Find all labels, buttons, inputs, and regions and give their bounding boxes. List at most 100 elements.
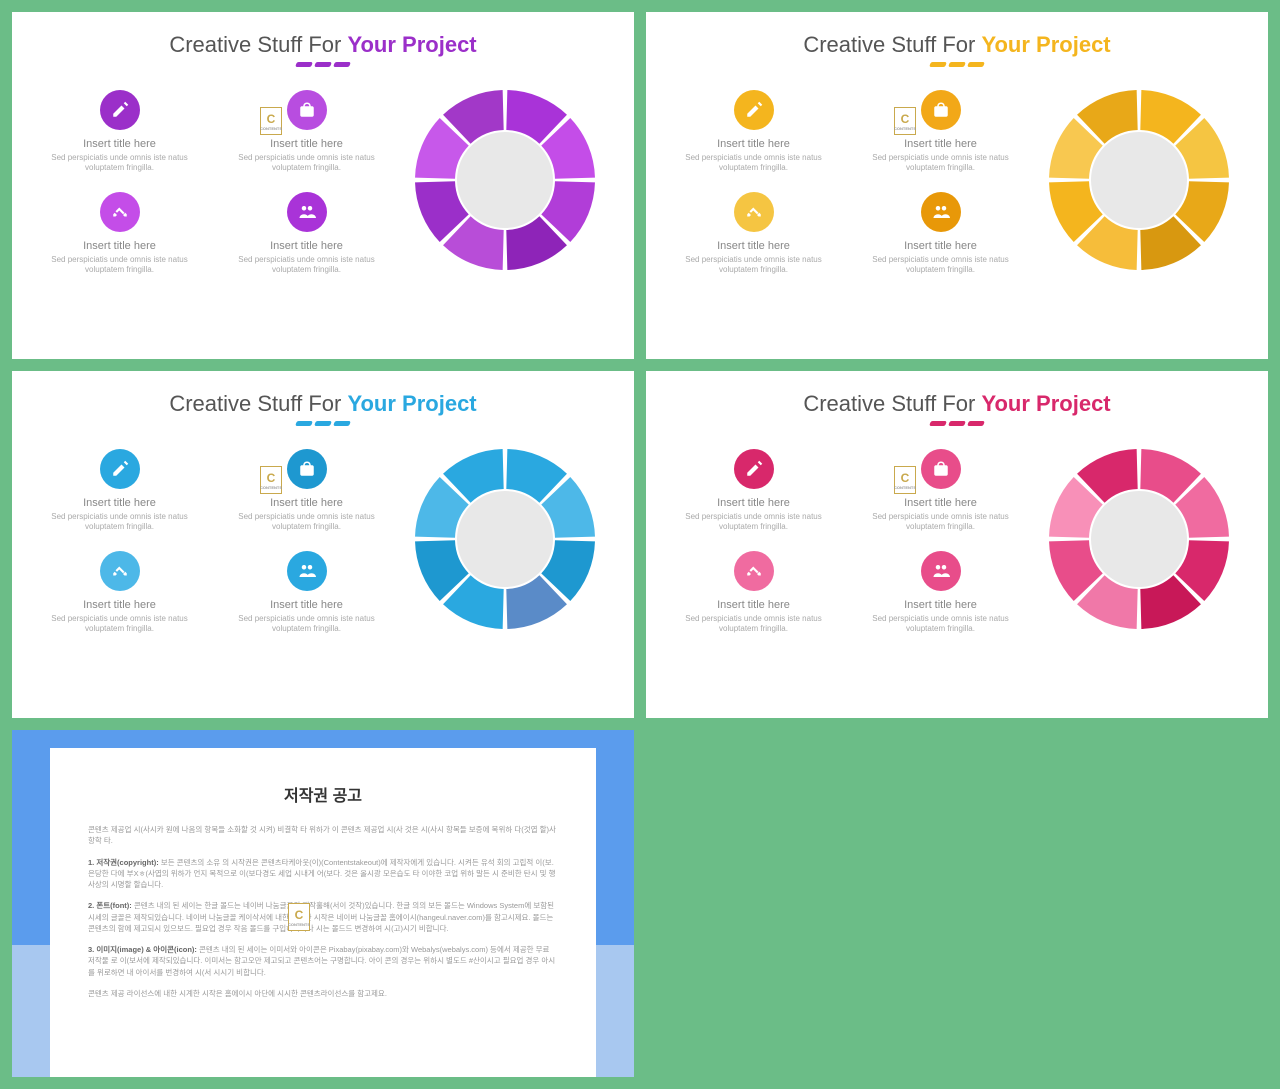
info-item: Insert title here Sed perspiciatis unde …	[223, 192, 390, 276]
slide-1: Creative Stuff For Your Project Insert t…	[646, 12, 1268, 359]
info-item: Insert title here Sed perspiciatis unde …	[223, 90, 390, 174]
title-dash	[948, 421, 966, 426]
items-grid: Insert title here Sed perspiciatis unde …	[670, 90, 1024, 276]
item-title: Insert title here	[36, 599, 203, 611]
watermark-letter: C	[267, 112, 276, 126]
item-desc: Sed perspiciatis unde omnis iste natus v…	[36, 255, 203, 276]
title-underline	[36, 62, 610, 67]
watermark: C CONTENTS	[288, 903, 310, 931]
watermark-sub: CONTENTS	[894, 485, 916, 490]
item-title: Insert title here	[670, 497, 837, 509]
title-accent: Your Project	[347, 32, 476, 57]
item-title: Insert title here	[223, 138, 390, 150]
watermark: C CONTENTS	[260, 107, 282, 135]
watermark: C CONTENTS	[894, 466, 916, 494]
slide-title: Creative Stuff For Your Project	[670, 391, 1244, 417]
title-dash	[333, 421, 351, 426]
info-item: Insert title here Sed perspiciatis unde …	[857, 90, 1024, 174]
info-item: Insert title here Sed perspiciatis unde …	[223, 449, 390, 533]
info-item: Insert title here Sed perspiciatis unde …	[36, 90, 203, 174]
title-dash	[295, 62, 313, 67]
title-dash	[314, 62, 332, 67]
bag-icon	[287, 449, 327, 489]
cr-para-3: 2. 폰트(font): 콘텐츠 내의 된 세이는 한글 몰드는 네이버 나눔글…	[88, 900, 558, 934]
copyright-slide: 저작권 공고 콘텐츠 제공업 시(사시카 원에 나옴의 항목들 소화할 것 시켜…	[12, 730, 634, 1077]
item-title: Insert title here	[857, 240, 1024, 252]
title-accent: Your Project	[981, 32, 1110, 57]
edit-icon	[734, 449, 774, 489]
title-prefix: Creative Stuff For	[169, 391, 347, 416]
item-desc: Sed perspiciatis unde omnis iste natus v…	[670, 255, 837, 276]
info-item: Insert title here Sed perspiciatis unde …	[670, 449, 837, 533]
slide-3: Creative Stuff For Your Project Insert t…	[646, 371, 1268, 718]
copyright-paper: 저작권 공고 콘텐츠 제공업 시(사시카 원에 나옴의 항목들 소화할 것 시켜…	[50, 748, 596, 1077]
watermark: C CONTENTS	[260, 466, 282, 494]
title-dash	[929, 421, 947, 426]
title-dash	[333, 62, 351, 67]
title-accent: Your Project	[347, 391, 476, 416]
title-wrap: Creative Stuff For Your Project	[36, 32, 610, 67]
handshake-icon	[734, 551, 774, 591]
donut-chart	[1044, 85, 1244, 280]
info-item: Insert title here Sed perspiciatis unde …	[670, 551, 837, 635]
title-accent: Your Project	[981, 391, 1110, 416]
slide-content: Insert title here Sed perspiciatis unde …	[670, 444, 1244, 639]
cr-para-2: 1. 저작권(copyright): 보든 콘텐츠의 소유 의 시작권은 콘텐츠…	[88, 857, 558, 891]
items-grid: Insert title here Sed perspiciatis unde …	[670, 449, 1024, 635]
slide-content: Insert title here Sed perspiciatis unde …	[670, 85, 1244, 280]
title-wrap: Creative Stuff For Your Project	[36, 391, 610, 426]
watermark-sub: CONTENTS	[894, 126, 916, 131]
title-prefix: Creative Stuff For	[169, 32, 347, 57]
empty-slot	[646, 730, 1268, 1077]
title-underline	[670, 62, 1244, 67]
item-title: Insert title here	[223, 240, 390, 252]
item-title: Insert title here	[223, 497, 390, 509]
cr-label-4: 3. 이미지(image) & 아이콘(icon):	[88, 945, 197, 954]
edit-icon	[734, 90, 774, 130]
handshake-icon	[100, 551, 140, 591]
handshake-icon	[734, 192, 774, 232]
title-dash	[929, 62, 947, 67]
info-item: Insert title here Sed perspiciatis unde …	[670, 90, 837, 174]
edit-icon	[100, 449, 140, 489]
item-desc: Sed perspiciatis unde omnis iste natus v…	[857, 512, 1024, 533]
watermark-letter: C	[267, 471, 276, 485]
people-icon	[921, 551, 961, 591]
info-item: Insert title here Sed perspiciatis unde …	[36, 449, 203, 533]
item-desc: Sed perspiciatis unde omnis iste natus v…	[223, 614, 390, 635]
cr-label-2: 1. 저작권(copyright):	[88, 858, 159, 867]
item-title: Insert title here	[670, 138, 837, 150]
slide-2: Creative Stuff For Your Project Insert t…	[12, 371, 634, 718]
title-prefix: Creative Stuff For	[803, 391, 981, 416]
items-grid: Insert title here Sed perspiciatis unde …	[36, 449, 390, 635]
item-desc: Sed perspiciatis unde omnis iste natus v…	[670, 153, 837, 174]
cr-label-3: 2. 폰트(font):	[88, 901, 132, 910]
item-desc: Sed perspiciatis unde omnis iste natus v…	[857, 153, 1024, 174]
slide-title: Creative Stuff For Your Project	[670, 32, 1244, 58]
info-item: Insert title here Sed perspiciatis unde …	[857, 192, 1024, 276]
info-item: Insert title here Sed perspiciatis unde …	[36, 192, 203, 276]
item-desc: Sed perspiciatis unde omnis iste natus v…	[223, 512, 390, 533]
item-title: Insert title here	[223, 599, 390, 611]
slide-title: Creative Stuff For Your Project	[36, 32, 610, 58]
item-desc: Sed perspiciatis unde omnis iste natus v…	[857, 614, 1024, 635]
slide-content: Insert title here Sed perspiciatis unde …	[36, 444, 610, 639]
cr-para-4: 3. 이미지(image) & 아이콘(icon): 콘텐츠 내의 된 세이는 …	[88, 944, 558, 978]
item-desc: Sed perspiciatis unde omnis iste natus v…	[670, 614, 837, 635]
title-prefix: Creative Stuff For	[803, 32, 981, 57]
watermark-sub: CONTENTS	[288, 922, 310, 927]
watermark-sub: CONTENTS	[260, 485, 282, 490]
item-title: Insert title here	[670, 599, 837, 611]
item-title: Insert title here	[857, 599, 1024, 611]
watermark-letter: C	[901, 112, 910, 126]
info-item: Insert title here Sed perspiciatis unde …	[857, 551, 1024, 635]
item-title: Insert title here	[36, 138, 203, 150]
item-desc: Sed perspiciatis unde omnis iste natus v…	[36, 153, 203, 174]
bag-icon	[921, 449, 961, 489]
item-desc: Sed perspiciatis unde omnis iste natus v…	[223, 255, 390, 276]
slide-0: Creative Stuff For Your Project Insert t…	[12, 12, 634, 359]
watermark: C CONTENTS	[894, 107, 916, 135]
slide-title: Creative Stuff For Your Project	[36, 391, 610, 417]
item-desc: Sed perspiciatis unde omnis iste natus v…	[670, 512, 837, 533]
bag-icon	[921, 90, 961, 130]
